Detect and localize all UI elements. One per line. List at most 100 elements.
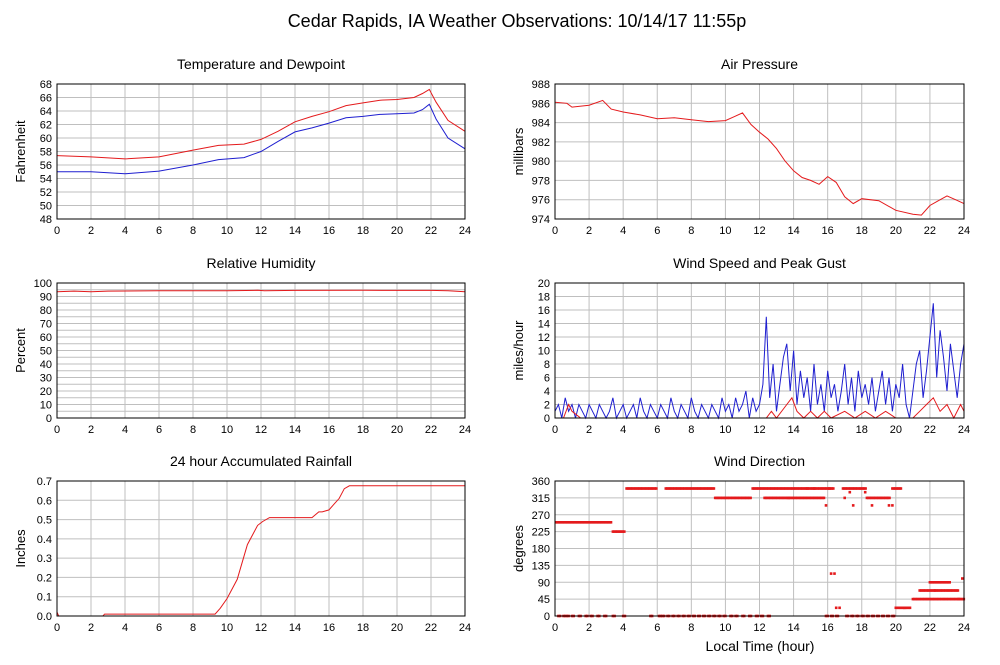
winddir-point (805, 496, 809, 500)
winddir-point (574, 521, 577, 524)
pressure-x-tick-label: 18 (856, 225, 868, 237)
winddir-point (557, 521, 560, 524)
winddir-point (920, 597, 923, 601)
winddir-point (955, 597, 958, 601)
winddir-point (891, 487, 894, 490)
rain-x-tick-label: 12 (255, 622, 267, 634)
winddir-point (931, 589, 934, 592)
winddir-point (951, 597, 954, 601)
winddir-point (702, 487, 706, 490)
winddir-point (838, 606, 841, 610)
winddir-point (941, 597, 944, 601)
pressure-x-tick-label: 0 (552, 225, 558, 237)
winddir-point (907, 606, 910, 610)
temp-chart: 0 2 4 6 8 10 12 14 16 18 20 22 244850525456586062646… (13, 56, 471, 237)
rh-y-tick-label: 0 (46, 413, 52, 425)
winddir-point (929, 589, 933, 592)
winddir-y-tick-label: 360 (532, 476, 550, 488)
winddir-point (594, 521, 597, 524)
winddir-point (944, 581, 947, 584)
winddir-x-tick-label: 24 (958, 622, 970, 634)
winddir-point (779, 487, 783, 490)
winddir-point (829, 572, 833, 575)
rain-y-tick-label: 0.3 (37, 553, 52, 565)
winddir-point (863, 490, 867, 494)
winddir-point (736, 496, 740, 500)
rain-x-tick-label: 24 (459, 622, 471, 634)
winddir-point (915, 597, 919, 601)
rh-x-tick-label: 2 (88, 424, 94, 436)
rain-frame (56, 480, 466, 617)
winddir-point (895, 487, 898, 490)
winddir-point (754, 487, 757, 490)
winddir-point (961, 577, 964, 580)
winddir-point (623, 530, 626, 533)
winddir-point (810, 487, 814, 490)
winddir-point (949, 597, 953, 601)
wind-y-tick-label: 8 (544, 359, 550, 371)
winddir-point (802, 487, 805, 490)
rain-series-line-0 (56, 485, 465, 617)
pressure-x-tick-label: 6 (654, 225, 660, 237)
winddir-point (604, 521, 607, 524)
winddir-x-tick-label: 4 (620, 622, 626, 634)
winddir-point (868, 496, 871, 500)
winddir-point (768, 487, 771, 490)
winddir-point (698, 487, 701, 490)
winddir-point (769, 487, 773, 490)
temp-x-tick-label: 12 (255, 225, 267, 237)
winddir-point (652, 487, 655, 490)
pressure-y-tick-label: 974 (532, 214, 550, 226)
pressure-x-tick-label: 12 (753, 225, 765, 237)
winddir-point (792, 487, 795, 490)
winddir-point (715, 496, 718, 500)
winddir-point (800, 496, 803, 500)
winddir-x-tick-label: 22 (924, 622, 936, 634)
winddir-point (875, 496, 879, 500)
winddir-point (808, 487, 811, 490)
temp-y-tick-label: 58 (40, 147, 52, 159)
winddir-point (681, 487, 684, 490)
rain-title: 24 hour Accumulated Rainfall (170, 453, 352, 469)
winddir-point (721, 496, 724, 500)
winddir-y-axis-label: degrees (511, 525, 526, 572)
winddir-point (743, 496, 747, 500)
winddir-point (898, 487, 901, 490)
page-title: Cedar Rapids, IA Weather Observations: 1… (288, 11, 747, 31)
winddir-point (749, 496, 752, 500)
winddir-point (699, 487, 703, 490)
winddir-point (843, 487, 846, 490)
winddir-point (765, 487, 769, 490)
temp-y-tick-label: 60 (40, 133, 52, 145)
winddir-point (946, 589, 950, 592)
winddir-point (647, 487, 651, 490)
winddir-point (809, 487, 812, 490)
winddir-point (932, 581, 936, 584)
winddir-point (711, 487, 714, 490)
winddir-point (766, 496, 769, 500)
winddir-point (938, 581, 942, 584)
winddir-point (900, 606, 903, 610)
winddir-point (650, 487, 654, 490)
winddir-point (722, 496, 725, 500)
winddir-point (778, 487, 781, 490)
winddir-y-tick-label: 315 (532, 493, 550, 505)
winddir-point (805, 487, 809, 490)
winddir-point (719, 496, 723, 500)
winddir-point (670, 487, 673, 490)
winddir-point (884, 496, 887, 500)
winddir-point (819, 487, 822, 490)
winddir-point (959, 597, 963, 601)
pressure-y-tick-label: 986 (532, 98, 550, 110)
winddir-point (851, 504, 855, 507)
rh-series-line-0 (56, 289, 466, 293)
rain-x-tick-label: 8 (190, 622, 196, 634)
winddir-point (895, 606, 899, 610)
winddir-point (582, 521, 586, 524)
winddir-point (843, 496, 846, 500)
winddir-point (735, 496, 738, 500)
winddir-point (684, 487, 687, 490)
winddir-point (887, 504, 891, 507)
winddir-point (725, 496, 728, 500)
winddir-point (591, 521, 594, 524)
